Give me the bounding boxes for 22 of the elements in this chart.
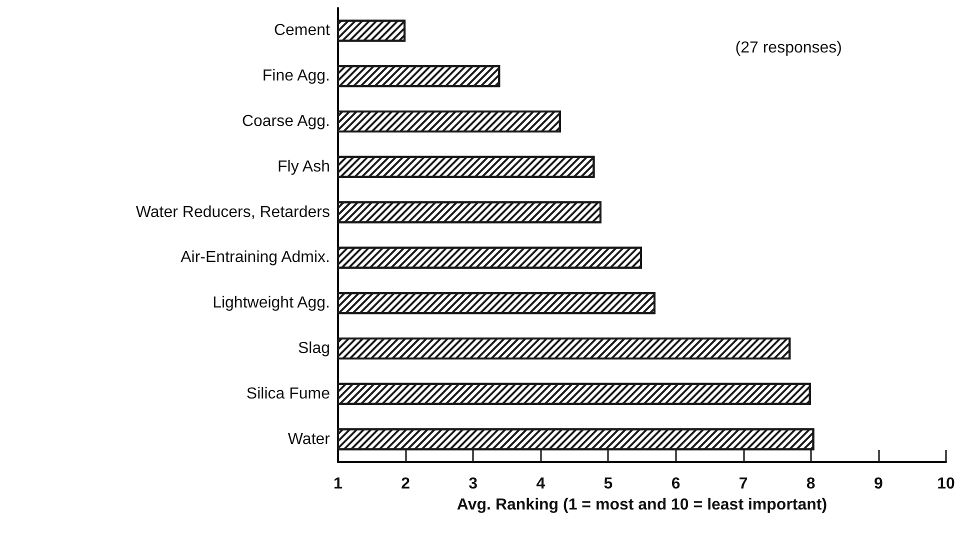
x-tick-label: 3 (468, 476, 478, 492)
y-tick-label: Cement (274, 22, 331, 40)
x-tick-label: 8 (806, 476, 816, 492)
x-tick-label: 5 (604, 476, 613, 492)
y-tick-label: Water (288, 430, 331, 448)
x-tick-label: 9 (874, 476, 883, 492)
y-tick-label: Fine Agg. (262, 68, 330, 85)
x-tick-label: 10 (937, 476, 955, 492)
y-tick-label: Coarse Agg. (242, 113, 330, 130)
x-tick-label: 7 (738, 476, 748, 492)
x-tick-label: 1 (334, 476, 343, 492)
x-tick-label: 2 (401, 476, 410, 492)
annotation: (27 responses) (735, 40, 842, 56)
y-tick-label: Silica Fume (246, 385, 330, 402)
x-tick-label: 4 (536, 476, 546, 492)
y-tick-label: Air-Entraining Admix. (180, 249, 330, 266)
x-axis-title: Avg. Ranking (1 = most and 10 = least important) (456, 496, 828, 514)
y-tick-label: Water Reducers, Retarders (136, 204, 330, 221)
y-tick-label: Lightweight Agg. (212, 294, 330, 312)
y-tick-label: Fly Ash (278, 158, 330, 176)
x-tick-label: 6 (671, 476, 680, 492)
y-tick-label: Slag (298, 340, 330, 357)
